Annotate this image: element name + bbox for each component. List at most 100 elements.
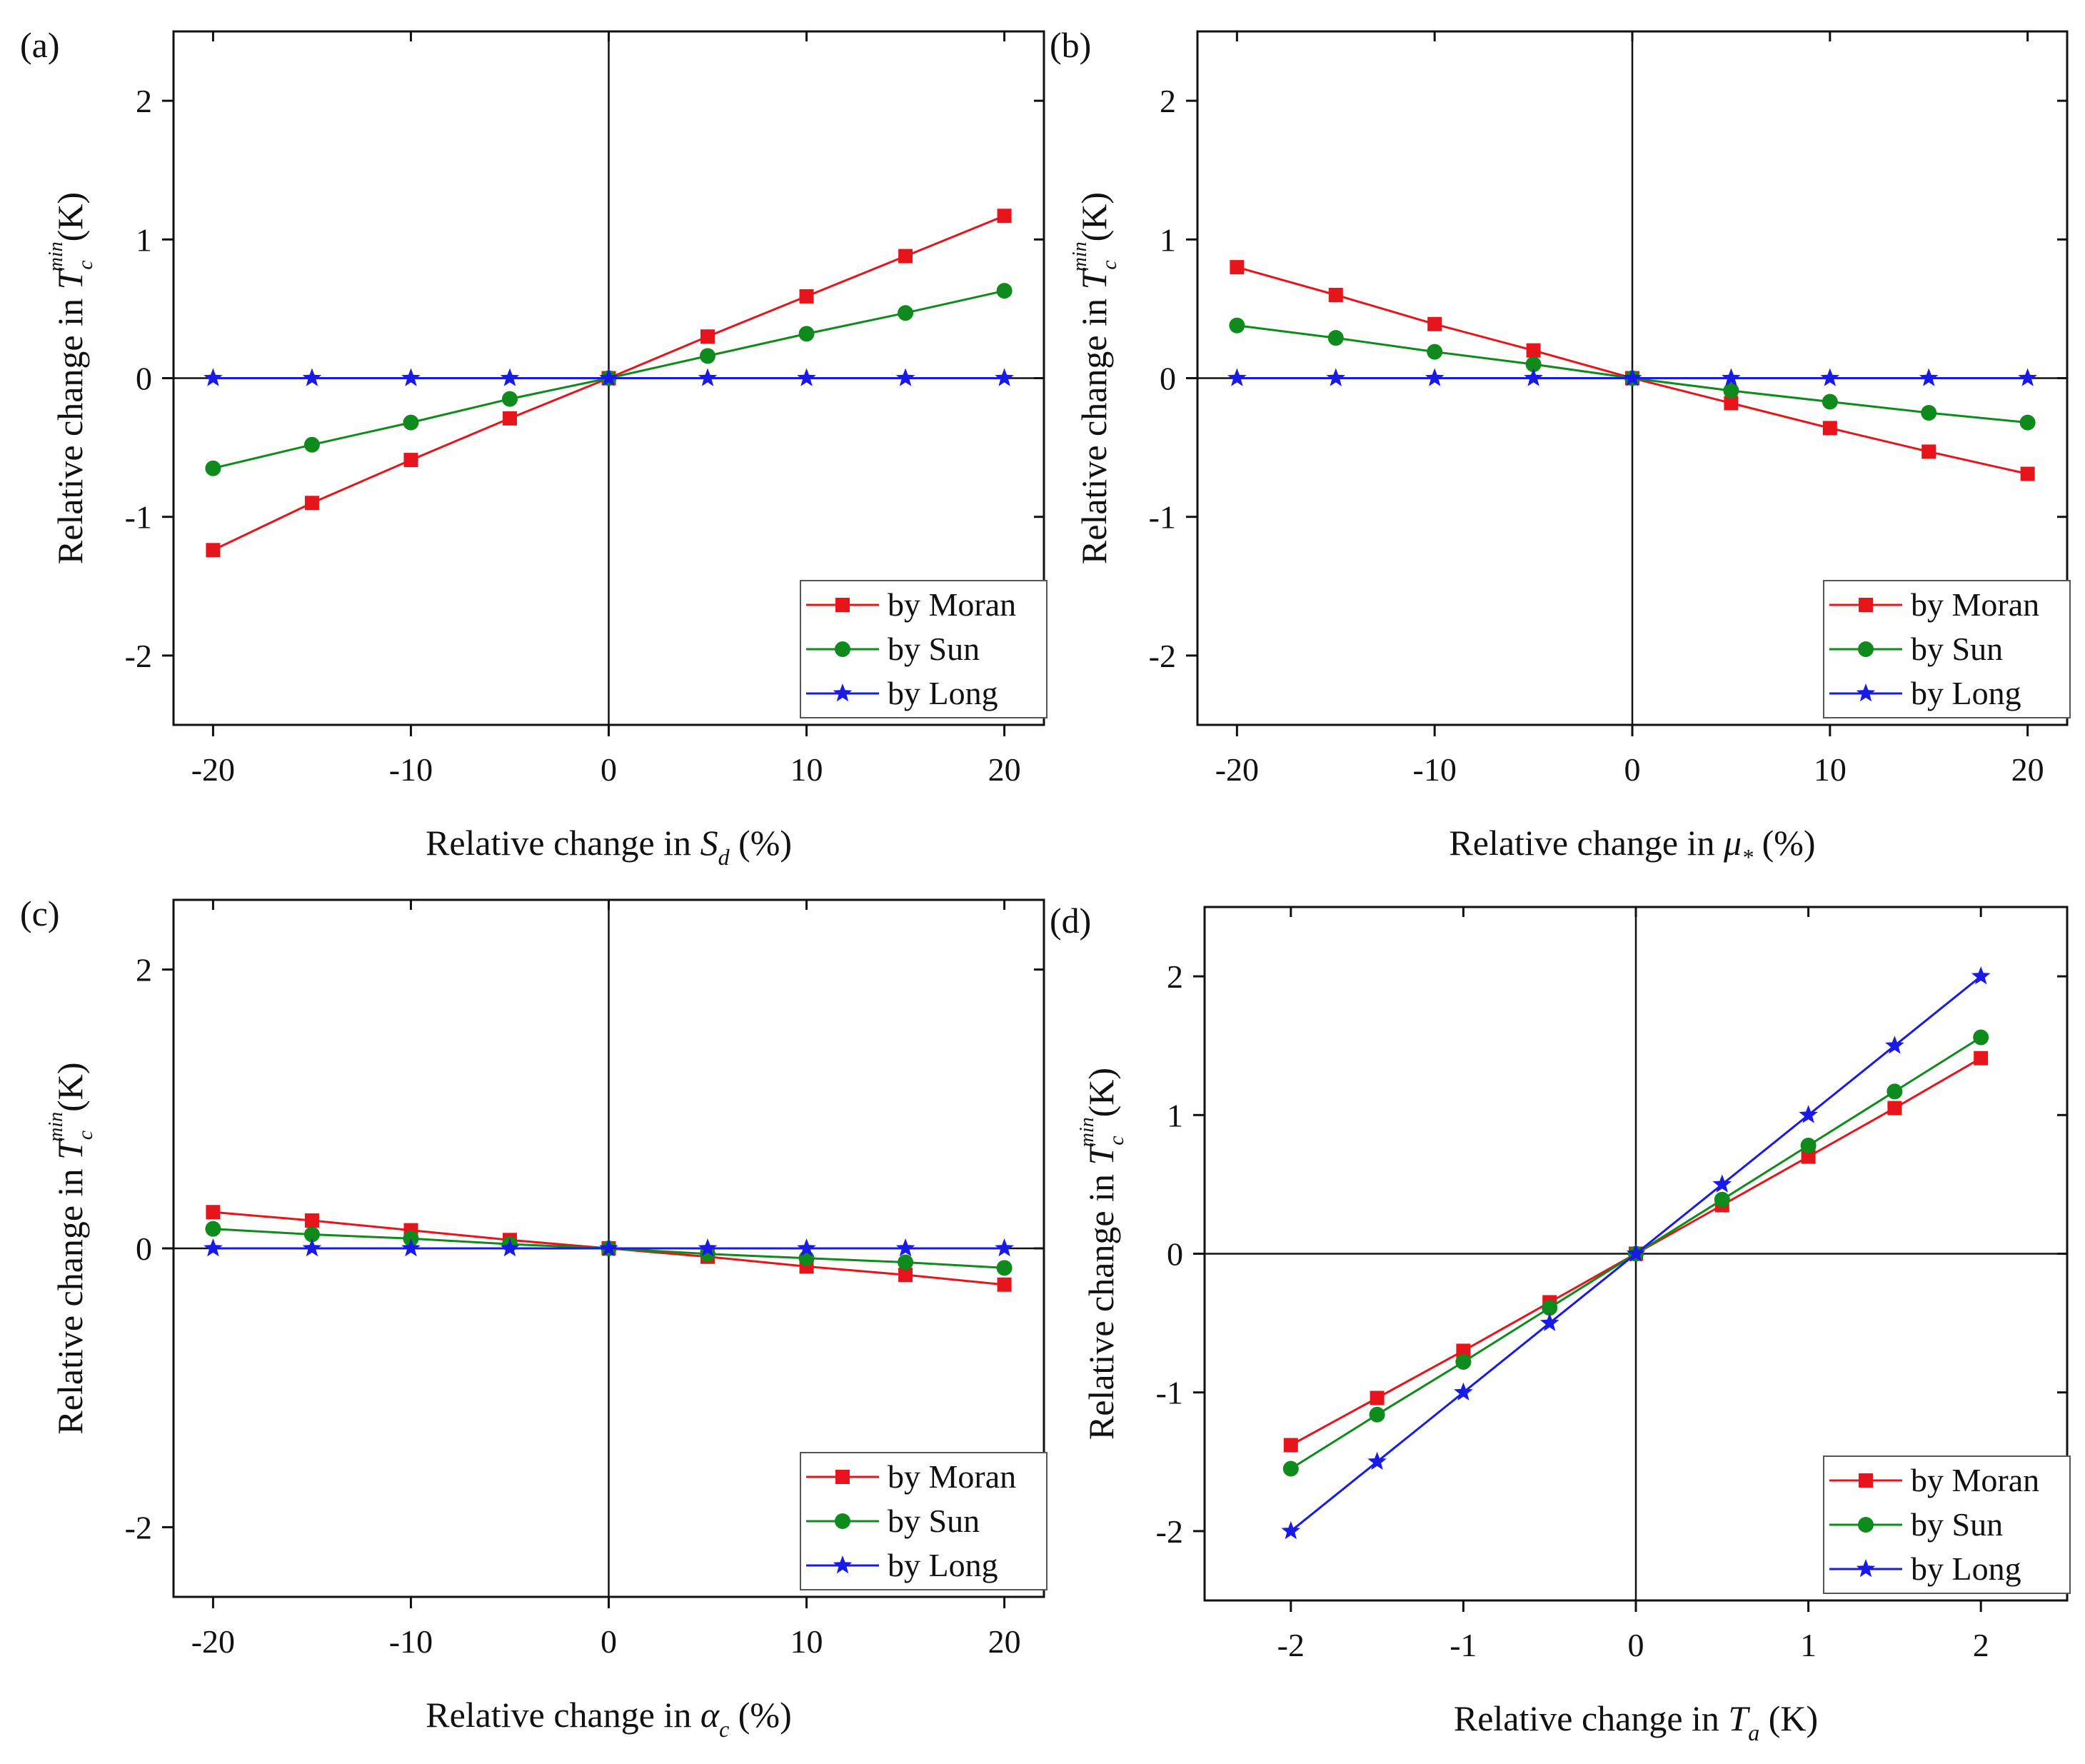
data-point-moran	[206, 1205, 221, 1220]
panel-label: (b)	[1050, 25, 1091, 65]
data-point-long	[1626, 1243, 1646, 1262]
y-axis-title-symbol: T	[1074, 267, 1114, 289]
data-point-long	[797, 368, 816, 386]
x-tick-label: -10	[389, 1623, 433, 1660]
data-point-long	[599, 1238, 618, 1257]
x-tick-label: 1	[1800, 1627, 1817, 1663]
data-point-moran	[1526, 343, 1541, 358]
data-point-moran	[1230, 260, 1245, 275]
data-point-long	[895, 368, 915, 386]
data-point-long	[401, 1238, 421, 1257]
data-point-moran	[403, 453, 418, 468]
data-point-moran	[1724, 396, 1739, 411]
data-point-sun	[1525, 356, 1542, 373]
x-axis-title: Relative change in μ* (%)	[1449, 823, 1815, 870]
series-long	[1227, 368, 2037, 386]
legend-label-sun: by Sun	[1911, 1506, 2003, 1543]
legend-marker-moran	[835, 1470, 850, 1484]
y-tick-label: 1	[1167, 1097, 1183, 1133]
data-point-sun	[700, 348, 716, 364]
data-point-moran	[502, 411, 517, 426]
y-tick-label: -1	[125, 499, 152, 536]
data-point-sun	[403, 414, 419, 431]
series-long	[1281, 966, 1991, 1540]
data-point-long	[500, 368, 520, 386]
x-axis-title-unit: (%)	[730, 823, 792, 863]
y-tick-label: 2	[1167, 958, 1183, 995]
y-tick-label: 0	[136, 1231, 152, 1267]
x-axis-title-unit: (%)	[729, 1695, 791, 1735]
y-axis-title-unit: (K)	[50, 1062, 90, 1111]
series-long	[204, 1238, 1014, 1257]
y-axis-title-text: Relative change in	[50, 1160, 90, 1435]
y-axis-title-symbol: T	[50, 1138, 90, 1160]
data-point-moran	[1822, 421, 1837, 436]
x-tick-label: 0	[601, 751, 617, 788]
data-point-sun	[1327, 330, 1344, 346]
y-tick-label: -2	[125, 1509, 152, 1545]
x-tick-label: 20	[2011, 751, 2044, 788]
x-axis-title-text: Relative change in	[426, 823, 700, 863]
y-axis-title-text: Relative change in	[1081, 1165, 1121, 1440]
x-axis-title: Relative change in Sd (%)	[426, 823, 792, 870]
data-point-sun	[303, 436, 320, 453]
legend: by Moran by Sun by Long	[800, 1452, 1047, 1590]
y-tick-label: -2	[1149, 638, 1176, 674]
panel-label: (d)	[1050, 901, 1091, 941]
data-point-long	[1326, 368, 1346, 386]
y-axis-title-subscript: c	[1097, 260, 1121, 269]
series-long	[204, 368, 1014, 386]
data-point-long	[500, 1238, 520, 1257]
x-axis-title-symbol: S	[700, 823, 718, 863]
legend-label-long: by Long	[888, 1547, 998, 1583]
y-axis-title-unit: (K)	[1074, 192, 1114, 241]
data-point-long	[698, 1238, 718, 1257]
x-axis-title-subscript: d	[718, 844, 730, 870]
data-point-long	[1539, 1313, 1559, 1331]
x-tick-label: 2	[1973, 1627, 1989, 1663]
data-point-moran	[898, 1268, 913, 1283]
y-axis-title-symbol: T	[50, 267, 90, 289]
data-point-long	[1820, 368, 1840, 386]
data-point-long	[1971, 966, 1991, 985]
y-axis-title-superscript: min	[1069, 241, 1091, 271]
x-tick-label: 10	[790, 1623, 823, 1660]
x-tick-label: -20	[1215, 751, 1259, 788]
panel-d: -2 -1 0 1 2 -2 -1 0 1 2 (d) Relative change in Ta (…	[1050, 901, 2071, 1745]
x-axis-title-text: Relative change in	[1454, 1698, 1729, 1738]
x-tick-label: 0	[601, 1623, 617, 1660]
x-axis-title-symbol: μ	[1723, 823, 1742, 863]
data-point-sun	[1800, 1138, 1817, 1154]
x-axis-title-text: Relative change in	[426, 1695, 700, 1735]
data-point-sun	[1455, 1353, 1472, 1370]
x-tick-label: -10	[389, 751, 433, 788]
y-axis-title-superscript: min	[45, 241, 67, 271]
y-tick-label: 1	[1160, 221, 1176, 258]
data-point-long	[1722, 368, 1741, 386]
data-point-sun	[205, 460, 221, 476]
data-point-moran	[799, 289, 814, 304]
data-point-moran	[1370, 1390, 1385, 1405]
data-point-long	[302, 368, 322, 386]
y-tick-label: 0	[1167, 1236, 1183, 1273]
y-tick-label: -2	[125, 638, 152, 674]
data-point-long	[895, 1238, 915, 1257]
y-axis-title-text: Relative change in	[1074, 289, 1114, 564]
data-point-sun	[898, 1254, 914, 1271]
y-tick-label: 1	[136, 221, 152, 258]
data-point-moran	[1328, 287, 1343, 302]
data-point-sun	[898, 305, 914, 321]
data-point-sun	[1427, 344, 1443, 360]
data-point-moran	[898, 249, 913, 264]
x-axis-title: Relative change in αc (%)	[426, 1695, 791, 1742]
y-tick-label: 2	[136, 83, 152, 119]
x-tick-label: 0	[1624, 751, 1641, 788]
data-point-sun	[996, 1260, 1013, 1276]
y-axis-title: Relative change in Tcmin(K)	[1069, 192, 1121, 564]
legend-marker-sun	[1858, 641, 1874, 657]
data-point-sun	[1282, 1460, 1299, 1477]
y-axis-title-subscript: c	[1105, 1136, 1128, 1145]
